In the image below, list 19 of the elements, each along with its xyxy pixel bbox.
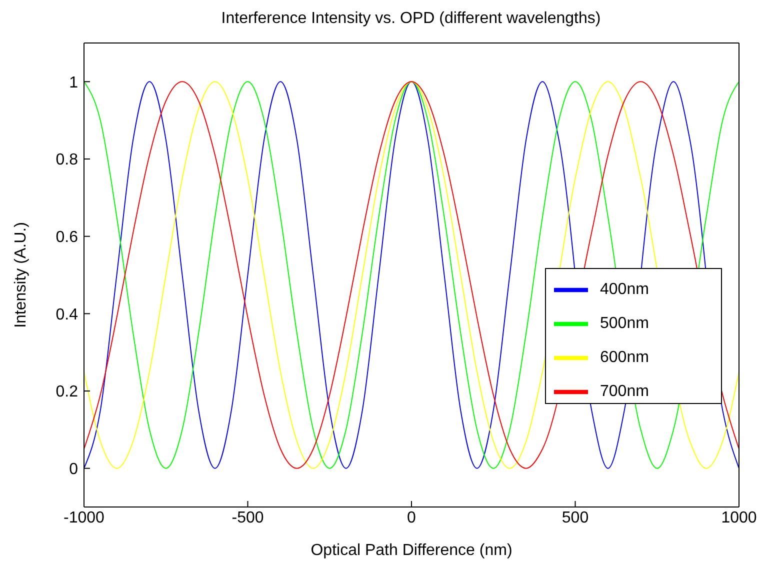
legend-label: 600nm <box>600 349 649 366</box>
y-tick-label: 0.4 <box>56 306 78 324</box>
x-tick-label: 500 <box>562 509 589 526</box>
y-tick-label: 1 <box>69 74 78 92</box>
y-axis-title: Intensity (A.U.) <box>12 222 30 328</box>
legend-label: 500nm <box>600 315 649 332</box>
y-tick-label: 0.6 <box>56 229 78 246</box>
chart-title: Interference Intensity vs. OPD (different wavelengths) <box>220 10 602 28</box>
y-tick-label: 0.2 <box>56 384 78 401</box>
line-series <box>84 81 739 469</box>
x-axis-title: Optical Path Difference (nm) <box>310 542 512 559</box>
x-tick-label: 1000 <box>721 509 757 526</box>
x-tick-label: 0 <box>407 509 416 526</box>
legend-label: 700nm <box>600 383 649 400</box>
x-tick-label: -500 <box>232 509 264 526</box>
x-tick-label: -1000 <box>64 509 105 526</box>
legend-label: 400nm <box>600 281 649 298</box>
y-tick-label: 0.8 <box>56 152 78 169</box>
y-tick-label: 0 <box>69 461 78 478</box>
